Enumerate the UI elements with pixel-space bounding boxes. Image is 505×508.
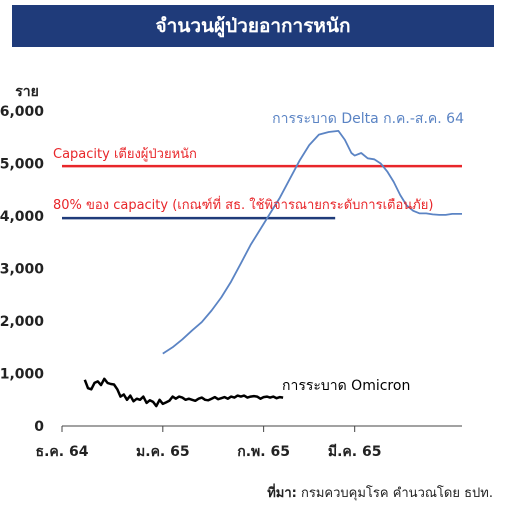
source-text: กรมควบคุมโรค คำนวณโดย ธปท. [296, 486, 493, 501]
y-axis-label: ราย [15, 84, 39, 100]
chart-area: ราย 0 1,000 2,000 3,000 4,000 5,000 6,000 ธ.ค. 6… [0, 84, 464, 460]
omicron-series-label: การระบาด Omicron [282, 378, 410, 394]
x-tick-label: ม.ค. 65 [136, 444, 190, 460]
y-tick-label: 5,000 [0, 157, 44, 173]
chart-title-bar: จำนวนผู้ป่วยอาการหนัก [12, 5, 494, 47]
capacity-80-line-label: 80% ของ capacity (เกณฑ์ที่ สธ. ใช้พิจารณ… [53, 196, 433, 213]
chart-title: จำนวนผู้ป่วยอาการหนัก [155, 15, 351, 37]
x-tick-label: มี.ค. 65 [328, 444, 382, 460]
delta-series-label: การระบาด Delta ก.ค.-ส.ค. 64 [272, 111, 464, 127]
delta-series-line [162, 129, 462, 355]
capacity-line-label: Capacity เตียงผู้ป่วยหนัก [53, 146, 197, 162]
x-tick-label: ธ.ค. 64 [36, 444, 89, 460]
y-tick-label: 2,000 [0, 314, 44, 330]
y-tick-label: 4,000 [0, 209, 44, 225]
y-tick-label: 3,000 [0, 262, 44, 278]
y-tick-label: 0 [34, 419, 44, 435]
y-tick-label: 1,000 [0, 367, 44, 383]
y-tick-label: 6,000 [0, 104, 44, 120]
source-label: ที่มา: [267, 486, 297, 501]
x-tick-label: ก.พ. 65 [237, 444, 290, 460]
source-note: ที่มา: กรมควบคุมโรค คำนวณโดย ธปท. [267, 482, 493, 503]
omicron-series-line [83, 377, 284, 408]
